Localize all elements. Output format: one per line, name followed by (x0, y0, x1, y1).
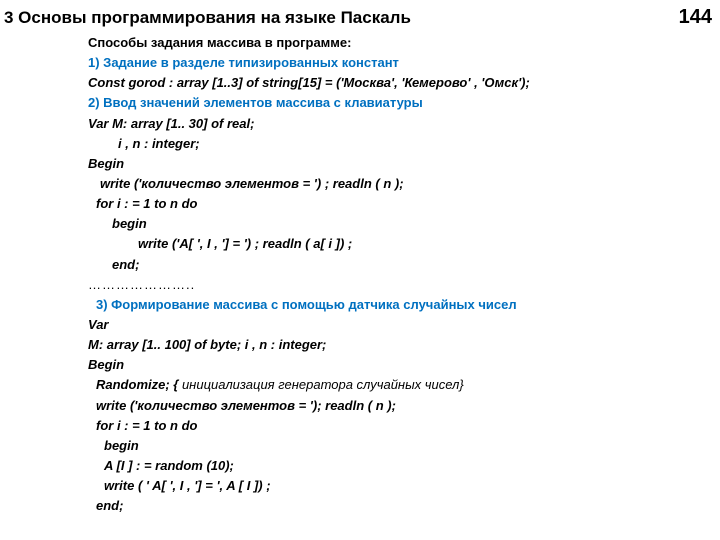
code-line: M: array [1.. 100] of byte; i , n : inte… (88, 335, 720, 355)
code-line: Begin (88, 154, 720, 174)
code-line: for i : = 1 to n do (88, 416, 720, 436)
code-line: Var M: array [1.. 30] of real; (88, 114, 720, 134)
code-line: i , n : integer; (88, 134, 720, 154)
code-line: begin (88, 436, 720, 456)
section-1-code: Const gorod : array [1..3] of string[15]… (88, 73, 720, 93)
intro-text: Способы задания массива в программе: (88, 33, 720, 53)
code-line: Begin (88, 355, 720, 375)
dots-line: ………………….. (88, 275, 720, 295)
code-line: end; (88, 255, 720, 275)
code-line: end; (88, 496, 720, 516)
code-line: for i : = 1 to n do (88, 194, 720, 214)
page-title: 3 Основы программирования на языке Паска… (4, 8, 411, 28)
code-line: write ('A[ ', I , '] = ') ; readln ( a[ … (88, 234, 720, 254)
code-line: write ('количество элементов = '); readl… (88, 396, 720, 416)
page-number: 144 (679, 6, 712, 29)
code-line: write ('количество элементов = ') ; read… (88, 174, 720, 194)
code-line: Randomize; { инициализация генератора сл… (88, 375, 720, 395)
code-line: begin (88, 214, 720, 234)
section-2-title: 2) Ввод значений элементов массива с кла… (88, 93, 720, 113)
code-line: write ( ' A[ ', I , '] = ', A [ I ]) ; (88, 476, 720, 496)
randomize-comment: инициализация генератора случайных чисел… (178, 377, 463, 392)
code-line: Var (88, 315, 720, 335)
section-3-title: 3) Формирование массива с помощью датчик… (88, 295, 720, 315)
code-line: A [I ] : = random (10); (88, 456, 720, 476)
section-1-title: 1) Задание в разделе типизированных конс… (88, 53, 720, 73)
randomize-kw: Randomize; { (96, 377, 178, 392)
content-body: Способы задания массива в программе: 1) … (0, 33, 720, 516)
